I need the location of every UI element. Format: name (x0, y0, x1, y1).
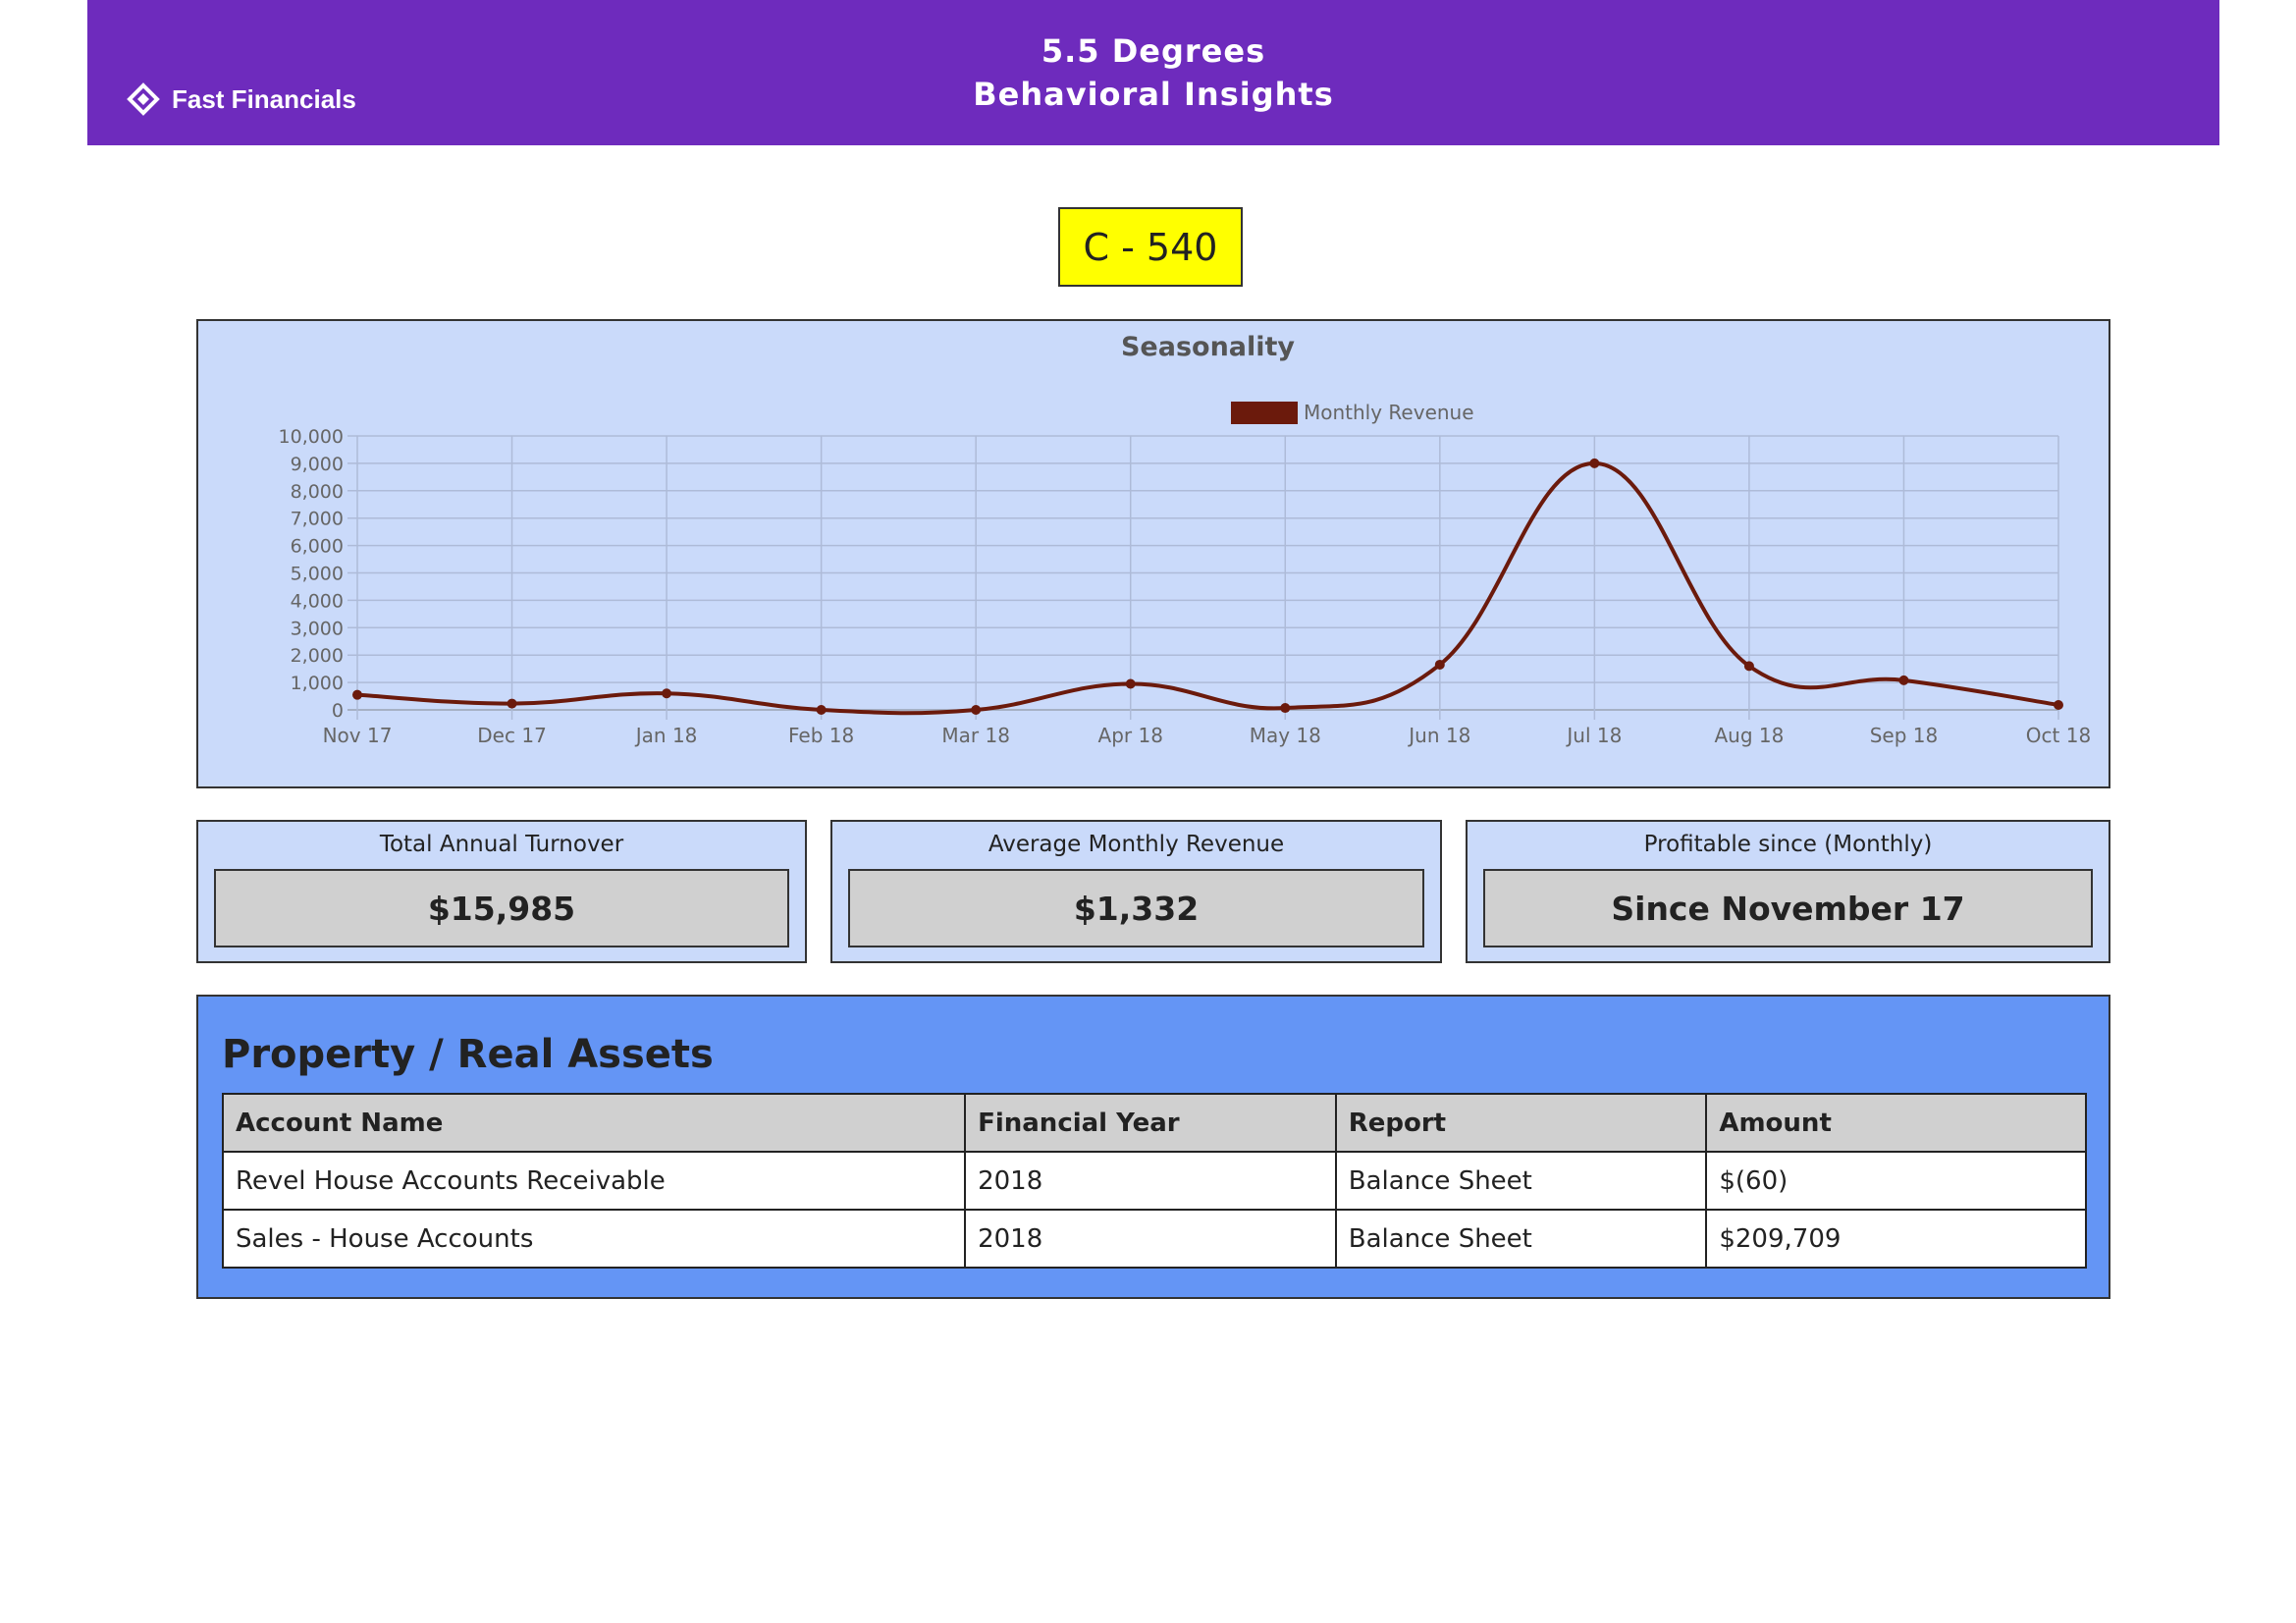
stat-value: Since November 17 (1483, 869, 2093, 947)
column-header: Report (1334, 1093, 1708, 1153)
x-tick-label: Dec 17 (477, 724, 547, 747)
data-point (1589, 458, 1600, 468)
x-tick-label: Jul 18 (1565, 724, 1622, 747)
x-tick-label: Feb 18 (788, 724, 854, 747)
table-header-row: Account Name Financial Year Report Amoun… (221, 1093, 2087, 1153)
x-tick-label: Sep 18 (1870, 724, 1939, 747)
y-tick-label: 9,000 (291, 454, 344, 475)
brand: Fast Financials (127, 82, 356, 116)
amount-cell: $209,709 (1705, 1209, 2087, 1269)
column-header: Amount (1705, 1093, 2087, 1153)
chart-title: Seasonality (1121, 332, 1295, 362)
report-cell: Balance Sheet (1334, 1209, 1708, 1269)
x-tick-label: Jun 18 (1407, 724, 1470, 747)
stat-value: $1,332 (848, 869, 1424, 947)
y-tick-label: 10,000 (279, 426, 344, 448)
report-header: Fast Financials 5.5 Degrees Behavioral I… (87, 0, 2219, 145)
stat-label: Total Annual Turnover (379, 832, 624, 857)
x-tick-label: Mar 18 (941, 724, 1010, 747)
stat-total-turnover: Total Annual Turnover $15,985 (196, 820, 807, 963)
data-point (971, 705, 982, 715)
report-title-line2: Behavioral Insights (973, 76, 1334, 113)
data-point (1898, 675, 1909, 685)
stat-label: Average Monthly Revenue (988, 832, 1285, 857)
data-point (507, 698, 517, 709)
data-point (1125, 678, 1136, 689)
legend-label: Monthly Revenue (1304, 401, 1474, 424)
score-badge: C - 540 (1058, 207, 1243, 287)
data-point (352, 689, 362, 700)
y-tick-label: 1,000 (291, 673, 344, 694)
amount-cell: $(60) (1705, 1151, 2087, 1211)
financial-year-cell: 2018 (964, 1209, 1337, 1269)
report-cell: Balance Sheet (1334, 1151, 1708, 1211)
y-tick-label: 3,000 (291, 618, 344, 639)
assets-table: Account Name Financial Year Report Amoun… (221, 1093, 2087, 1269)
x-tick-label: Aug 18 (1714, 724, 1784, 747)
y-tick-label: 7,000 (291, 509, 344, 530)
y-tick-label: 8,000 (291, 481, 344, 503)
data-point (1743, 661, 1754, 672)
column-header: Financial Year (964, 1093, 1337, 1153)
data-point (1280, 703, 1291, 714)
account-name-cell: Revel House Accounts Receivable (221, 1151, 967, 1211)
stat-label: Profitable since (Monthly) (1643, 832, 1933, 857)
section-title: Property / Real Assets (222, 1032, 714, 1077)
table-row: Sales - House Accounts 2018 Balance Shee… (221, 1209, 2087, 1269)
y-tick-label: 4,000 (291, 590, 344, 612)
stat-profitable-since: Profitable since (Monthly) Since Novembe… (1466, 820, 2110, 963)
x-tick-label: Apr 18 (1098, 724, 1163, 747)
stat-value: $15,985 (214, 869, 789, 947)
data-point (816, 705, 827, 715)
x-tick-label: Jan 18 (634, 724, 698, 747)
y-tick-label: 2,000 (291, 645, 344, 667)
brand-name: Fast Financials (172, 83, 356, 114)
x-tick-label: Oct 18 (2026, 724, 2091, 747)
stat-average-monthly-revenue: Average Monthly Revenue $1,332 (830, 820, 1442, 963)
legend-swatch (1231, 402, 1298, 424)
column-header: Account Name (221, 1093, 967, 1153)
x-tick-label: May 18 (1250, 724, 1321, 747)
seasonality-chart-panel: Seasonality Monthly Revenue 10,000 9,000 8,0… (196, 319, 2110, 788)
x-tick-label: Nov 17 (323, 724, 393, 747)
data-point (662, 688, 672, 699)
account-name-cell: Sales - House Accounts (221, 1209, 967, 1269)
data-point (2054, 699, 2063, 710)
y-tick-label: 0 (332, 700, 344, 722)
report-title-line1: 5.5 Degrees (1041, 32, 1266, 70)
property-assets-panel: Property / Real Assets Account Name Fina… (196, 995, 2110, 1299)
table-row: Revel House Accounts Receivable 2018 Bal… (221, 1151, 2087, 1211)
seasonality-chart: Seasonality Monthly Revenue 10,000 9,000 8,0… (279, 332, 2092, 747)
diamond-logo-icon (127, 82, 160, 116)
report-title: 5.5 Degrees Behavioral Insights (87, 29, 2219, 116)
y-tick-label: 5,000 (291, 564, 344, 585)
financial-year-cell: 2018 (964, 1151, 1337, 1211)
y-tick-label: 6,000 (291, 536, 344, 558)
data-point (1434, 659, 1445, 670)
monthly-revenue-line (356, 460, 2059, 716)
